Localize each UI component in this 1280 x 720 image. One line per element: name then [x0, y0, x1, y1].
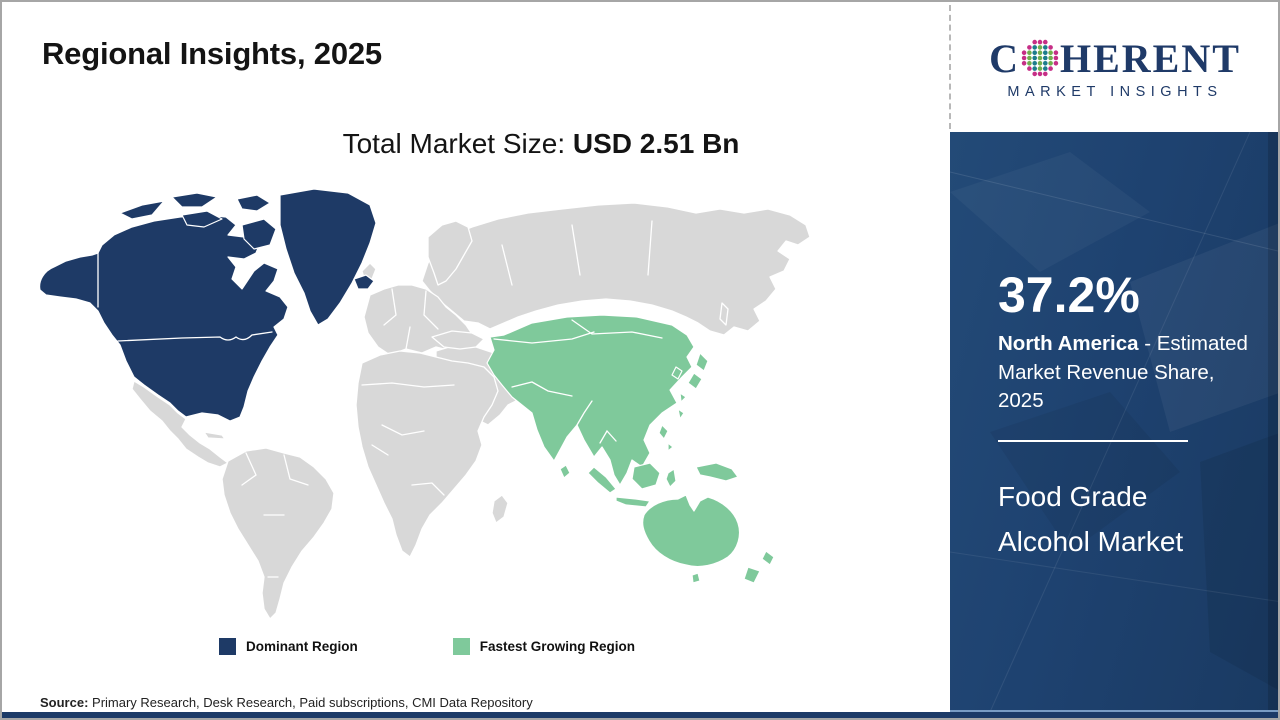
logo-word-start: C — [989, 35, 1020, 81]
region-new-zealand — [743, 550, 775, 584]
region-tasmania — [691, 572, 701, 584]
map-legend: Dominant Region Fastest Growing Region — [32, 638, 822, 655]
region-asia-mainland — [486, 314, 695, 486]
region-south-america — [221, 447, 335, 620]
region-arctic-islands — [119, 192, 277, 250]
logo-word-end: HERENT — [1059, 35, 1241, 81]
dominant-region-swatch — [218, 638, 236, 655]
sidebar-panel: 37.2% North America - Estimated Market R… — [950, 132, 1278, 712]
region-scandinavia — [427, 220, 473, 286]
region-new-guinea — [695, 462, 739, 482]
region-madagascar — [491, 494, 509, 524]
world-map-svg — [39, 188, 811, 620]
region-africa — [355, 350, 499, 558]
south-america-borders — [241, 452, 309, 578]
footer-bar — [2, 712, 1278, 718]
market-share-description: North America - Estimated Market Revenue… — [998, 330, 1260, 416]
page-title: Regional Insights, 2025 — [42, 36, 382, 71]
north-america-borders — [97, 252, 273, 342]
source-text: Primary Research, Desk Research, Paid su… — [88, 695, 533, 710]
market-share-desc-text: - Estimated Market Revenue Share, 2025 — [998, 332, 1248, 413]
market-share-region: North America — [998, 332, 1139, 355]
world-map — [32, 185, 822, 625]
region-philippines — [658, 424, 674, 452]
region-sri-lanka — [559, 464, 571, 479]
region-indonesia — [587, 462, 677, 508]
dashed-divider — [949, 5, 951, 129]
report-title: Food Grade Alcohol Market — [998, 481, 1184, 558]
region-russia — [421, 202, 811, 336]
total-market-size: Total Market Size: USD 2.51 Bn — [2, 128, 950, 160]
region-australia — [642, 494, 741, 568]
region-korea — [671, 366, 683, 380]
fastest-growing-region-swatch — [452, 638, 470, 655]
sidebar-divider — [998, 440, 1188, 443]
europe-borders — [383, 288, 439, 350]
asia-borders — [493, 319, 663, 444]
source-line: Source: Primary Research, Desk Research,… — [40, 695, 533, 710]
fastest-growing-region-label: Fastest Growing Region — [479, 639, 635, 654]
legend-item-dominant: Dominant Region — [218, 638, 358, 655]
logo-globe-icon — [1021, 39, 1059, 77]
sidebar-content: 37.2% North America - Estimated Market R… — [950, 132, 1278, 565]
source-label: Source: — [40, 695, 89, 710]
total-market-size-value: USD 2.51 Bn — [572, 128, 740, 159]
region-taiwan — [677, 408, 685, 420]
dominant-region-label: Dominant Region — [245, 639, 358, 654]
market-share-value: 37.2% — [998, 267, 1140, 323]
region-japan — [679, 352, 709, 403]
total-market-size-label: Total Market Size: — [342, 128, 573, 159]
region-cuba — [203, 431, 226, 440]
russia-borders — [501, 220, 653, 286]
africa-borders — [361, 382, 455, 496]
region-sakhalin — [719, 302, 729, 326]
brand-logo: C HERENT MARKET INSIGHTS — [950, 2, 1278, 132]
region-north-america — [39, 214, 289, 422]
legend-item-growing: Fastest Growing Region — [452, 638, 635, 655]
logo-subtitle: MARKET INSIGHTS — [1007, 83, 1223, 100]
logo-wordmark: C HERENT — [989, 35, 1241, 82]
region-iceland — [353, 274, 375, 290]
region-turkey — [431, 330, 485, 350]
region-greenland — [279, 188, 377, 326]
